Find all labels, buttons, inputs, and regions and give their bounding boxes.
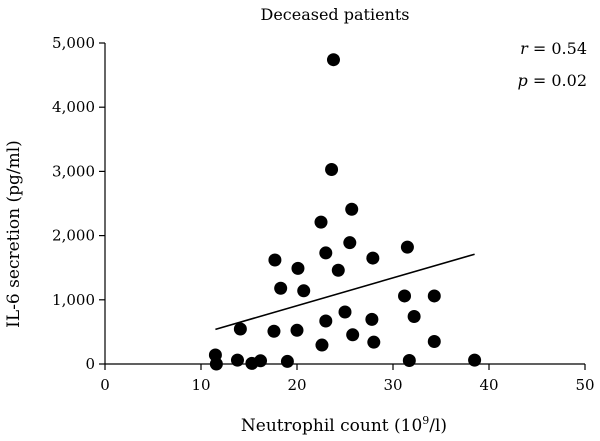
x-tick-label: 50 (575, 376, 594, 394)
x-axis-label: Neutrophil count (109/l) (241, 414, 447, 436)
data-point (427, 289, 441, 303)
data-point (267, 324, 281, 338)
x-axis-label-main: Neutrophil count (10 (241, 416, 422, 436)
data-point (325, 162, 339, 176)
r-value: = 0.54 (528, 39, 587, 58)
regression-line (215, 253, 475, 331)
y-tick-label: 0 (85, 355, 95, 373)
x-axis: 0 10 20 30 40 50 (100, 363, 595, 394)
data-point (230, 353, 244, 367)
data-point (338, 305, 352, 319)
data-point (366, 251, 380, 265)
y-tick-label: 1,000 (52, 291, 95, 309)
data-point (291, 261, 305, 275)
x-tick-label: 20 (287, 376, 306, 394)
x-tick-label: 40 (479, 376, 498, 394)
data-point (346, 328, 360, 342)
x-tick-label: 30 (383, 376, 402, 394)
correlation-p: p = 0.02 (518, 71, 587, 90)
data-point (468, 353, 482, 367)
y-tick-label: 4,000 (52, 98, 95, 116)
data-point (290, 323, 304, 337)
r-symbol: r (520, 39, 529, 58)
x-ticks: 0 10 20 30 40 50 (100, 364, 595, 394)
data-point (315, 338, 329, 352)
data-point (331, 263, 345, 277)
data-point (319, 314, 333, 328)
correlation-r: r = 0.54 (520, 39, 587, 58)
y-axis: 0 1,000 2,000 3,000 4,000 5,000 (52, 34, 106, 373)
data-point (209, 357, 223, 371)
y-axis-label: IL-6 secretion (pg/ml) (4, 140, 24, 328)
p-symbol: p (518, 71, 528, 90)
data-point (398, 289, 412, 303)
chart-title: Deceased patients (260, 5, 409, 24)
data-point (233, 322, 247, 336)
data-point (427, 335, 441, 349)
data-point (297, 284, 311, 298)
y-tick-label: 5,000 (52, 34, 95, 52)
data-point (274, 281, 288, 295)
data-point (280, 354, 294, 368)
data-point (402, 353, 416, 367)
y-tick-label: 3,000 (52, 162, 95, 180)
data-point (326, 53, 340, 67)
x-axis-label-superscript: 9 (422, 414, 429, 427)
x-axis-label-end: /l) (429, 416, 447, 436)
y-tick-label: 2,000 (52, 227, 95, 245)
data-point (345, 202, 359, 216)
data-point (367, 335, 381, 349)
data-point (343, 236, 357, 250)
data-point (400, 240, 414, 254)
data-point (319, 246, 333, 260)
data-point (365, 312, 379, 326)
data-point (314, 215, 328, 229)
x-tick-label: 0 (100, 376, 110, 394)
x-tick-label: 10 (191, 376, 210, 394)
data-points (208, 53, 482, 371)
data-point (268, 253, 282, 267)
y-ticks: 0 1,000 2,000 3,000 4,000 5,000 (52, 34, 105, 373)
data-point (254, 354, 268, 368)
data-point (407, 309, 421, 323)
p-value: = 0.02 (528, 71, 587, 90)
